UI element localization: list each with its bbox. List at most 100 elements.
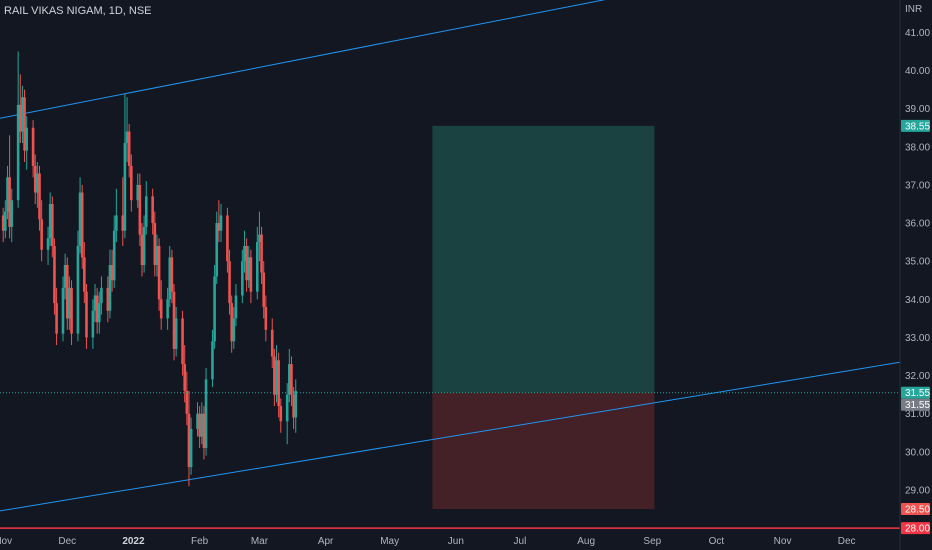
candle-body [226, 215, 229, 262]
candle-body [16, 104, 20, 201]
candle [285, 383, 289, 445]
x-tick-label: Jul [514, 536, 527, 547]
candle-body [125, 131, 129, 143]
price-badge: 31.55 [901, 398, 930, 411]
price-badge: 28.00 [901, 522, 930, 535]
candle-body [106, 287, 110, 311]
candle-body [4, 211, 7, 231]
candle-body [110, 265, 114, 281]
candle-body [100, 287, 103, 304]
candle-body [6, 177, 9, 212]
candle [211, 329, 214, 388]
candle-body [189, 428, 193, 468]
channel-lower-line [0, 361, 901, 512]
candle [232, 306, 236, 349]
candle-body [21, 97, 24, 132]
candle [200, 402, 204, 445]
candle-body [230, 303, 233, 342]
candle-body [181, 318, 184, 365]
candle [51, 196, 54, 258]
candle [138, 173, 142, 246]
candle-body [290, 364, 293, 395]
candle [40, 200, 43, 262]
candle [95, 287, 99, 334]
candle [217, 200, 221, 243]
candle [151, 188, 154, 235]
candle-body [228, 261, 231, 304]
candle-body [83, 257, 86, 292]
candle [130, 154, 133, 212]
x-tick-label: Dec [838, 536, 856, 547]
candle-body [285, 394, 289, 422]
candle [38, 165, 41, 231]
candle [80, 184, 84, 269]
candle [273, 348, 276, 407]
y-tick-label: 41.00 [905, 28, 930, 39]
candle-body [93, 295, 97, 311]
candle [292, 387, 295, 429]
x-tick-label: Oct [709, 536, 725, 547]
candle [31, 120, 35, 178]
candle-body [202, 413, 206, 449]
candle [1, 207, 5, 243]
candle [36, 162, 39, 208]
candle-body [187, 413, 191, 468]
candle [245, 238, 248, 292]
candle-body [33, 165, 37, 193]
candle-body [174, 318, 178, 349]
candle [83, 242, 86, 304]
candle-body [157, 245, 161, 300]
candle [33, 154, 37, 204]
candle-body [183, 364, 186, 391]
candle-body [70, 287, 73, 334]
y-tick-label: 30.00 [905, 447, 930, 458]
y-tick-label: 34.00 [905, 295, 930, 306]
candle [140, 223, 144, 277]
candle-body [48, 203, 52, 239]
x-tick-label: Aug [577, 536, 595, 547]
channel-upper-line [0, 0, 606, 119]
price-axis: INR 29.00 30.00 31.00 32.00 33.00 34.00 35.00 36… [901, 4, 930, 535]
candle-body [91, 310, 95, 338]
candle-body [262, 272, 266, 307]
candle [234, 284, 238, 327]
candle-body [18, 104, 22, 132]
price-badge-label: 38.55 [905, 121, 930, 132]
candle-body [97, 303, 101, 323]
candle-body [243, 245, 246, 262]
price-badge-bg [901, 119, 930, 132]
candle [25, 116, 28, 170]
candle [166, 287, 169, 330]
candle [202, 406, 206, 460]
candle [97, 291, 101, 334]
candle-body [249, 257, 253, 292]
candle [258, 211, 261, 262]
candle [63, 253, 67, 300]
y-tick-label: 37.00 [905, 180, 930, 191]
candle-body [138, 184, 142, 235]
candle-body [264, 306, 268, 330]
candle [249, 249, 253, 304]
candle-body [277, 360, 280, 407]
candle-body [245, 245, 248, 281]
candle [247, 245, 251, 288]
candle-body [76, 245, 80, 334]
candle [100, 276, 103, 315]
candle-body [166, 299, 169, 319]
candle [21, 85, 24, 143]
candle [76, 230, 80, 342]
candle-body [288, 364, 291, 395]
candle [260, 226, 263, 285]
candle-body [61, 287, 65, 334]
candle-body [23, 97, 26, 151]
candle-body [198, 413, 201, 437]
candle-body [142, 226, 146, 265]
candle [8, 135, 11, 239]
candle-body [247, 257, 251, 281]
overlays [0, 392, 900, 529]
candle-body [115, 215, 118, 231]
candle [61, 276, 65, 342]
candle [65, 257, 69, 330]
candle-body [136, 184, 140, 201]
